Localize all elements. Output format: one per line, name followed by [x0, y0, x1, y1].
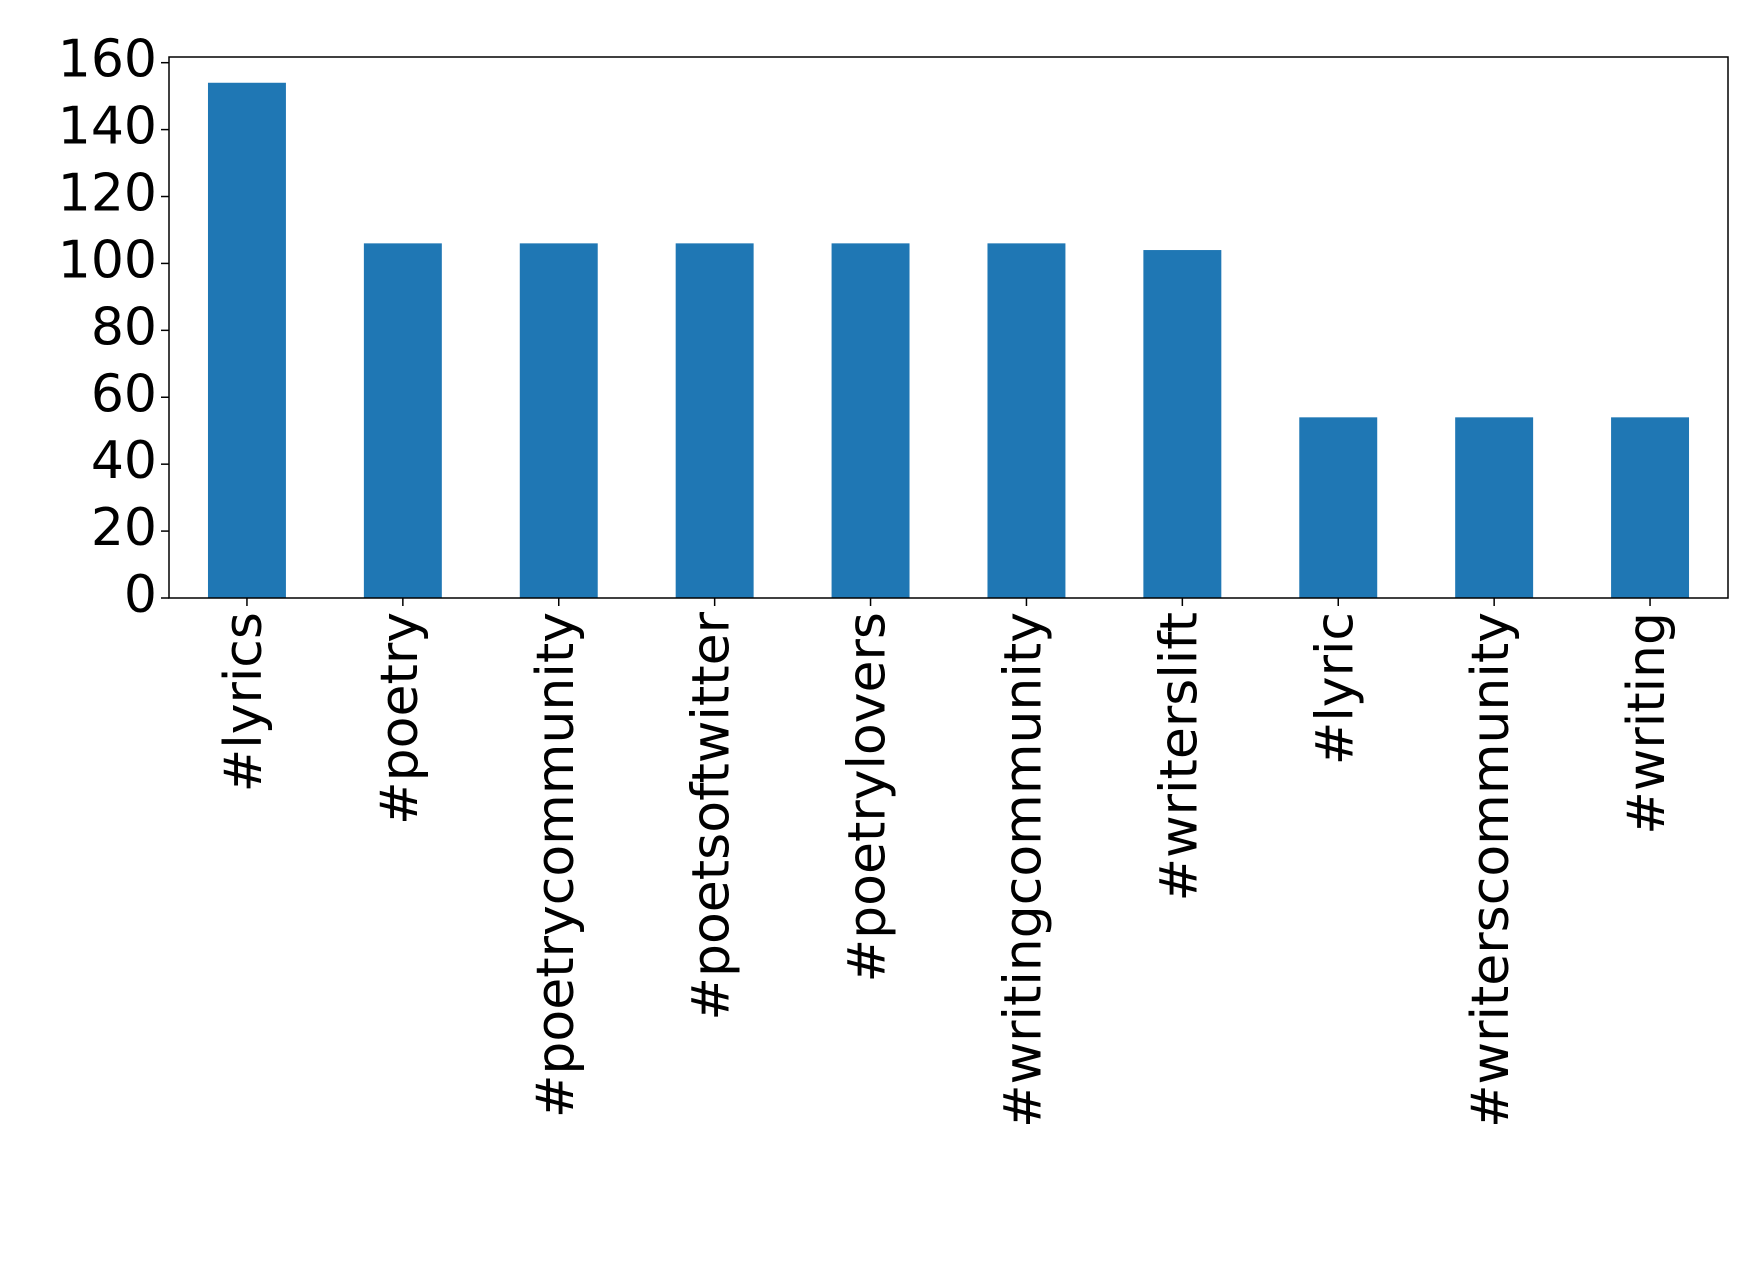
- bar: [363, 243, 442, 598]
- x-tick-label: #writerscommunity: [1461, 612, 1521, 1128]
- x-tick-label: #poetrylovers: [838, 612, 898, 982]
- x-tick-label: #poetry: [370, 612, 430, 825]
- x-tick-label: #lyric: [1305, 612, 1365, 765]
- x-tick-label: #writing: [1617, 612, 1677, 835]
- x-tick-label: #writingcommunity: [993, 612, 1053, 1128]
- y-tick-label: 20: [91, 498, 157, 558]
- bar: [1299, 417, 1378, 598]
- x-tick-label: #lyrics: [214, 612, 274, 792]
- y-tick-label: 140: [58, 97, 157, 157]
- bar: [831, 243, 910, 598]
- x-tick-label: #writerslift: [1149, 612, 1209, 901]
- y-tick-label: 40: [91, 431, 157, 491]
- y-tick-label: 0: [124, 565, 157, 625]
- bar: [675, 243, 754, 598]
- y-tick-label: 60: [91, 364, 157, 424]
- bar: [1143, 250, 1222, 598]
- x-tick-label: #poetsoftwitter: [682, 611, 742, 1020]
- y-tick-label: 100: [58, 230, 157, 290]
- y-tick-label: 120: [58, 164, 157, 224]
- x-tick-label: #poetrycommunity: [526, 612, 586, 1118]
- bar: [519, 243, 598, 598]
- y-tick-label: 160: [58, 30, 157, 90]
- y-tick-label: 80: [91, 297, 157, 357]
- plot-frame: [168, 56, 1729, 599]
- bar: [987, 243, 1066, 598]
- bar: [207, 82, 286, 598]
- bar: [1611, 417, 1690, 598]
- bar: [1455, 417, 1534, 598]
